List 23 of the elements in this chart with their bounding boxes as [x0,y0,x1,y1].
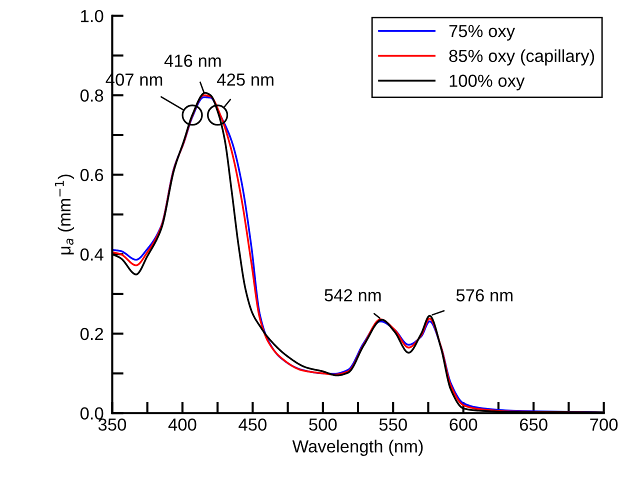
x-tick-label: 550 [379,418,407,431]
x-tick-label: 700 [590,418,618,431]
y-tick-label: 0.0 [80,407,104,420]
legend-label: 85% oxy (capillary) [449,49,594,66]
x-tick-label: 650 [520,418,548,431]
y-tick-label: 0.8 [80,89,104,102]
annotation: 576 nm [456,289,512,302]
legend-label: 75% oxy [449,24,516,41]
annotation: 542 nm [324,289,381,302]
y-tick-label: 0.2 [80,328,104,340]
y-axis-title: μ$_{a}$ (mm$^{−1}$) [54,174,74,254]
y-tick-label: 1.0 [81,10,104,22]
x-tick-label: 350 [98,418,126,431]
x-tick-label: 400 [168,418,196,431]
annotation: 425 nm [217,73,274,86]
x-axis-title: Wavelength (nm) [292,440,423,456]
annotation: 416 nm [164,54,221,67]
y-tick-label: 0.6 [80,168,104,182]
x-tick-label: 600 [450,418,478,431]
y-tick-label: 0.4 [80,248,104,261]
x-tick-label: 450 [238,418,266,431]
x-tick-label: 500 [309,418,337,431]
legend-label: 100% oxy [450,74,525,90]
